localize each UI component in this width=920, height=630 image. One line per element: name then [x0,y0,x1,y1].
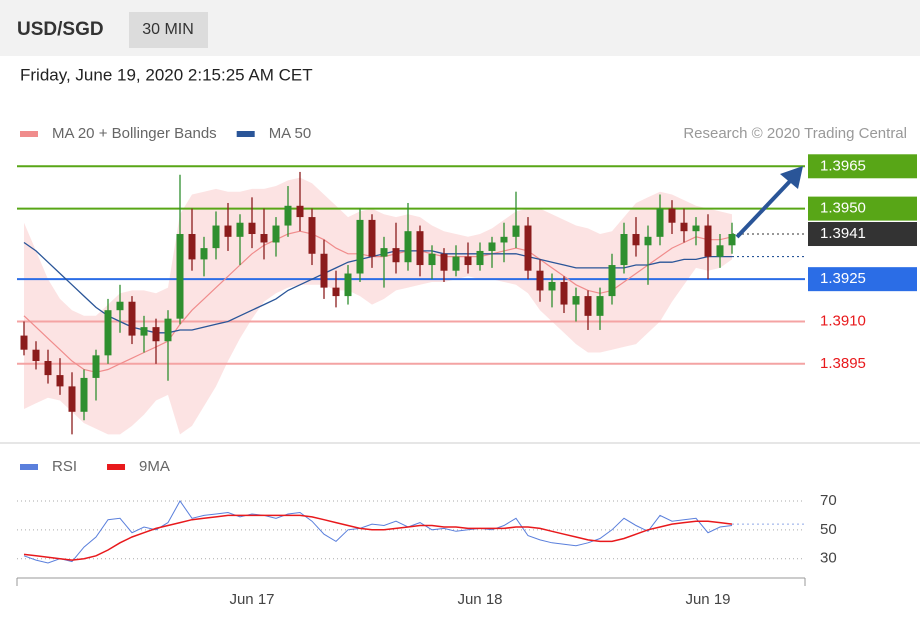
candle-body [716,245,724,257]
candle-body [188,234,196,260]
candle-body [20,335,28,350]
legend-swatch [20,464,38,470]
candle-body [200,248,208,260]
legend-swatch [107,464,126,470]
level-label-box [808,196,917,221]
timeframe: 30 MIN [142,21,194,38]
level-label: 1.3910 [820,312,866,329]
candle-body [632,234,640,246]
y-tick-label: 70 [820,492,837,509]
level-label-box [808,222,917,247]
candle-body [92,355,100,378]
candle-body [164,318,172,342]
candle-body [620,234,628,266]
candle-body [116,301,124,311]
candle-body [584,296,592,316]
bollinger-band [24,177,732,435]
candle-body [296,205,304,218]
candle-body [272,225,280,243]
candle-body [212,225,220,249]
candle-body [68,386,76,412]
candle-body [380,248,388,257]
legend-label: MA 50 [269,125,312,142]
candle-body [596,296,604,316]
candle-body [500,236,508,243]
candle-body [572,296,580,305]
candle-body [644,236,652,246]
candle-body [440,253,448,271]
candle-body [140,327,148,336]
plot: 1.3965 1.3950 1.3941 1.3925 1.3910 1.3895 MA 2… [17,125,917,608]
candle-body [608,265,616,297]
y-tick-label: 30 [820,550,837,567]
candle-body [56,375,64,387]
candle-body [452,256,460,271]
x-tick-label: Jun 19 [685,591,730,608]
level-label-box [808,154,917,179]
candle-body [488,242,496,251]
candle-body [536,270,544,291]
candle-body [356,219,364,274]
rsi-line [23,500,733,564]
candle-body [656,208,664,237]
candle-body [152,327,160,342]
candle-body [344,273,352,297]
candle-body [428,253,436,266]
candle-body [32,349,40,361]
candle-body [464,256,472,266]
candle-body [128,301,136,336]
candle-body [368,219,376,257]
rsi-line [23,514,733,561]
legend-label: 9MA [139,458,170,475]
candle-body [308,217,316,254]
candle-body [236,222,244,237]
forecast-arrow [735,176,795,239]
timeframe-box [129,12,208,48]
chart-title: USD/SGD [17,19,104,40]
candle-body [560,281,568,305]
candle-body [680,222,688,232]
candle-body [476,250,484,266]
candle-body [248,222,256,235]
candle-body [548,281,556,291]
level-label-box [808,267,917,292]
level-label: 1.3950 [820,200,866,217]
x-tick-label: Jun 18 [457,591,502,608]
legend-label: MA 20 + Bollinger Bands [52,125,217,142]
candle-body [692,225,700,232]
forecast-arrowhead [780,166,803,189]
level-label: 1.3941 [820,225,866,242]
legend-label: RSI [52,458,77,475]
level-label: 1.3895 [820,355,866,372]
candle-body [260,234,268,243]
candle-body [284,205,292,226]
legend-swatch [20,131,38,137]
credit: Research © 2020 Trading Central [683,125,907,142]
candle-body [80,377,88,412]
x-tick-label: Jun 17 [229,591,274,608]
candle-body [512,225,520,237]
candle-body [404,231,412,263]
candle-body [104,310,112,356]
level-label: 1.3925 [820,270,866,287]
legend-swatch [236,131,255,137]
candle-body [332,287,340,297]
candle-body [524,225,532,271]
candle-body [176,234,184,319]
candle-body [224,225,232,237]
candle-body [44,360,52,376]
candle-body [668,208,676,223]
candle-body [320,253,328,288]
level-label: 1.3965 [820,157,866,174]
candle-body [416,231,424,266]
candle-body [728,234,736,246]
date: Friday, June 19, 2020 2:15:25 AM CET [20,65,313,84]
y-tick-label: 50 [820,521,837,538]
candle-body [392,248,400,263]
candle-body [704,225,712,257]
